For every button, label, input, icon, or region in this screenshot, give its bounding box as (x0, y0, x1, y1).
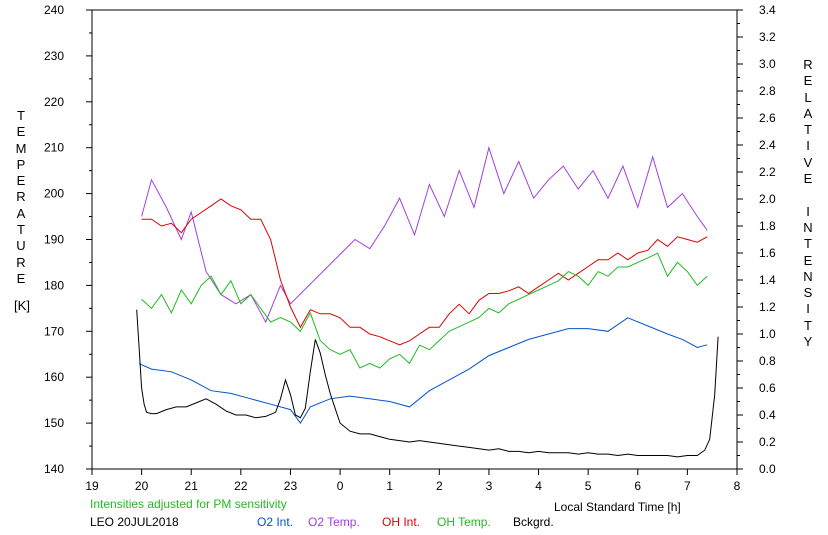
y-right-tick-label: 3.4 (759, 3, 776, 17)
y-left-tick-label: 180 (44, 278, 64, 292)
y-right-tick-label: 2.0 (759, 192, 776, 206)
series-oh-int-line (141, 198, 708, 346)
y-right-tick-label: 3.0 (759, 57, 776, 71)
series-o2-temp-line (141, 145, 708, 324)
legend-bckgrd: Bckgrd. (513, 515, 554, 529)
y-left-tick-label: 240 (44, 3, 64, 17)
x-tick-label: 5 (585, 479, 592, 493)
y-left-tick-label: 170 (44, 324, 64, 338)
y-left-tick-label: 210 (44, 141, 64, 155)
series-oh-temp-line (141, 252, 708, 369)
y-right-tick-label: 2.6 (759, 111, 776, 125)
legend-oh-int: OH Int. (382, 515, 421, 529)
x-tick-label: 7 (684, 479, 691, 493)
series-bckgrd-line (136, 309, 719, 458)
y-right-tick-label: 0.8 (759, 354, 776, 368)
y-right-tick-label: 0.0 (759, 462, 776, 476)
x-tick-label: 20 (135, 479, 149, 493)
x-tick-label: 1 (386, 479, 393, 493)
y-right-tick-label: 2.8 (759, 84, 776, 98)
x-tick-label: 19 (85, 479, 99, 493)
legend-o2-temp: O2 Temp. (308, 515, 360, 529)
y-right-tick-label: 3.2 (759, 30, 776, 44)
y-left-tick-label: 200 (44, 187, 64, 201)
x-tick-label: 3 (486, 479, 493, 493)
x-tick-label: 23 (284, 479, 298, 493)
x-tick-label: 0 (337, 479, 344, 493)
x-tick-label: 6 (634, 479, 641, 493)
legend-o2-int: O2 Int. (257, 515, 294, 529)
y-right-tick-label: 0.4 (759, 408, 776, 422)
y-right-tick-label: 1.6 (759, 246, 776, 260)
y-right-tick-label: 1.8 (759, 219, 776, 233)
y-right-tick-label: 0.6 (759, 381, 776, 395)
y-left-tick-label: 230 (44, 49, 64, 63)
series-o2-int-line (138, 317, 708, 424)
y-right-tick-label: 0.2 (759, 435, 776, 449)
y-right-tick-label: 2.4 (759, 138, 776, 152)
y-left-tick-label: 190 (44, 233, 64, 247)
y-right-tick-label: 1.4 (759, 273, 776, 287)
x-tick-label: 2 (436, 479, 443, 493)
pm-note: Intensities adjusted for PM sensitivity (90, 497, 287, 511)
x-tick-label: 22 (234, 479, 248, 493)
y-left-tick-label: 160 (44, 370, 64, 384)
y-right-tick-label: 2.2 (759, 165, 776, 179)
station-date: LEO 20JUL2018 (90, 515, 179, 529)
y-left-tick-label: 150 (44, 416, 64, 430)
y-left-tick-label: 140 (44, 462, 64, 476)
x-axis-title: Local Standard Time [h] (554, 500, 681, 514)
y-right-tick-label: 1.2 (759, 300, 776, 314)
plot-frame (91, 9, 738, 470)
x-tick-label: 21 (185, 479, 199, 493)
y-left-tick-label: 220 (44, 95, 64, 109)
x-tick-label: 8 (734, 479, 741, 493)
x-tick-label: 4 (535, 479, 542, 493)
y-right-tick-label: 1.0 (759, 327, 776, 341)
legend-oh-temp: OH Temp. (437, 515, 491, 529)
left-axis-unit: [K] (14, 298, 30, 313)
